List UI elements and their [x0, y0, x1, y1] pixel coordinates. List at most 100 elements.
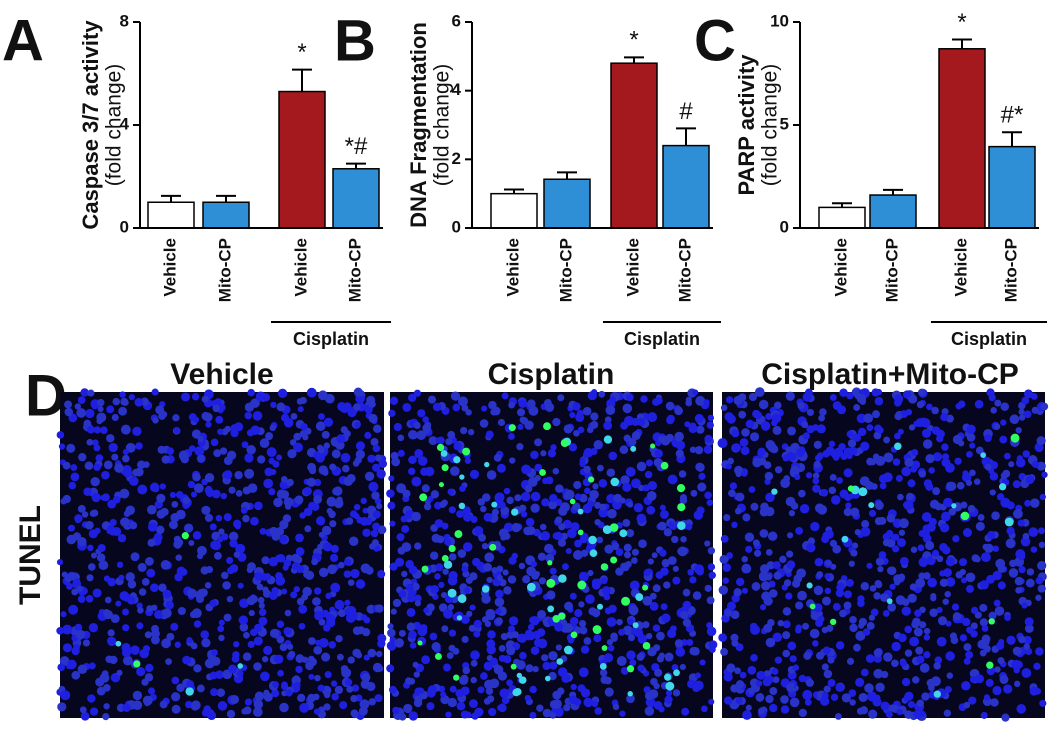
nucleus: [622, 625, 633, 636]
nucleus: [259, 438, 270, 448]
nucleus: [908, 424, 916, 431]
y-tick-label: 4: [452, 80, 462, 99]
nucleus: [813, 603, 823, 613]
nucleus: [979, 580, 989, 590]
nucleus: [672, 689, 681, 697]
tunel-positive: [588, 476, 595, 483]
nucleus: [678, 470, 687, 478]
nucleus: [240, 506, 248, 514]
nucleus: [161, 455, 170, 464]
nucleus: [137, 460, 146, 469]
tunel-positive: [665, 681, 675, 691]
nucleus: [897, 538, 906, 548]
nucleus: [268, 488, 276, 496]
nucleus: [604, 544, 614, 554]
nucleus: [375, 604, 384, 613]
nucleus: [518, 562, 526, 570]
nucleus: [565, 547, 572, 555]
nucleus: [824, 587, 832, 595]
nucleus: [620, 562, 630, 572]
group-label: Cisplatin: [624, 329, 700, 349]
x-tick-label: Mito-CP: [345, 238, 364, 302]
nucleus: [570, 683, 577, 691]
nucleus: [74, 514, 83, 523]
nucleus: [471, 712, 479, 720]
nucleus: [829, 474, 837, 481]
nucleus: [951, 603, 960, 611]
nucleus: [416, 430, 427, 440]
nucleus: [690, 489, 698, 497]
nucleus: [875, 455, 886, 466]
nucleus: [916, 655, 925, 664]
nucleus: [462, 666, 471, 675]
significance-mark: #*: [1001, 102, 1024, 129]
nucleus: [665, 401, 675, 411]
bar: [490, 192, 538, 229]
nucleus: [659, 549, 667, 557]
nucleus: [469, 572, 478, 581]
nucleus: [882, 539, 891, 547]
tunel-positive: [547, 560, 553, 566]
nucleus: [1000, 497, 1011, 508]
nucleus: [696, 506, 705, 515]
nucleus: [580, 645, 590, 654]
nucleus: [750, 624, 761, 635]
nucleus: [578, 619, 587, 628]
nucleus: [189, 611, 197, 619]
nucleus: [598, 478, 608, 488]
nucleus: [792, 664, 800, 671]
nucleus: [414, 600, 421, 607]
nucleus: [584, 507, 591, 514]
nucleus: [294, 681, 301, 689]
nucleus: [579, 626, 588, 635]
nucleus: [393, 422, 402, 432]
tunel-positive: [951, 503, 957, 509]
nucleus: [253, 636, 263, 646]
nucleus: [936, 434, 944, 443]
nucleus: [299, 512, 306, 519]
nucleus: [218, 528, 225, 535]
nucleus: [724, 609, 733, 617]
nucleus: [812, 640, 819, 647]
nucleus: [368, 481, 379, 492]
tunel-positive: [673, 669, 680, 677]
nucleus: [827, 656, 835, 664]
nucleus: [70, 472, 80, 482]
nucleus: [260, 671, 270, 682]
nucleus: [550, 444, 557, 451]
nucleus: [276, 620, 285, 628]
nucleus: [445, 711, 452, 718]
nucleus: [802, 392, 812, 402]
nucleus: [315, 421, 326, 431]
nucleus: [787, 426, 796, 436]
nucleus: [94, 527, 101, 534]
nucleus: [116, 561, 124, 568]
nucleus: [773, 571, 782, 580]
nucleus: [222, 581, 231, 590]
nucleus: [771, 668, 779, 675]
nucleus: [239, 598, 249, 608]
nucleus: [557, 538, 567, 547]
nucleus: [249, 628, 258, 637]
nucleus: [894, 412, 903, 421]
nucleus: [622, 519, 631, 527]
nucleus: [558, 506, 568, 516]
nucleus: [706, 421, 714, 429]
nucleus: [242, 486, 251, 495]
nucleus: [863, 413, 874, 423]
nucleus: [100, 426, 108, 434]
nucleus: [107, 629, 115, 637]
nucleus: [169, 491, 176, 499]
nucleus: [155, 525, 165, 535]
nucleus: [204, 513, 214, 522]
x-tick-label: Mito-CP: [215, 238, 234, 302]
nucleus: [629, 580, 640, 591]
nucleus: [528, 405, 539, 416]
nucleus: [986, 531, 996, 540]
nucleus: [101, 670, 109, 678]
nucleus: [87, 389, 95, 397]
nucleus: [217, 625, 225, 633]
nucleus: [1000, 472, 1008, 480]
tunel-positive: [454, 530, 463, 539]
nucleus: [323, 691, 331, 699]
